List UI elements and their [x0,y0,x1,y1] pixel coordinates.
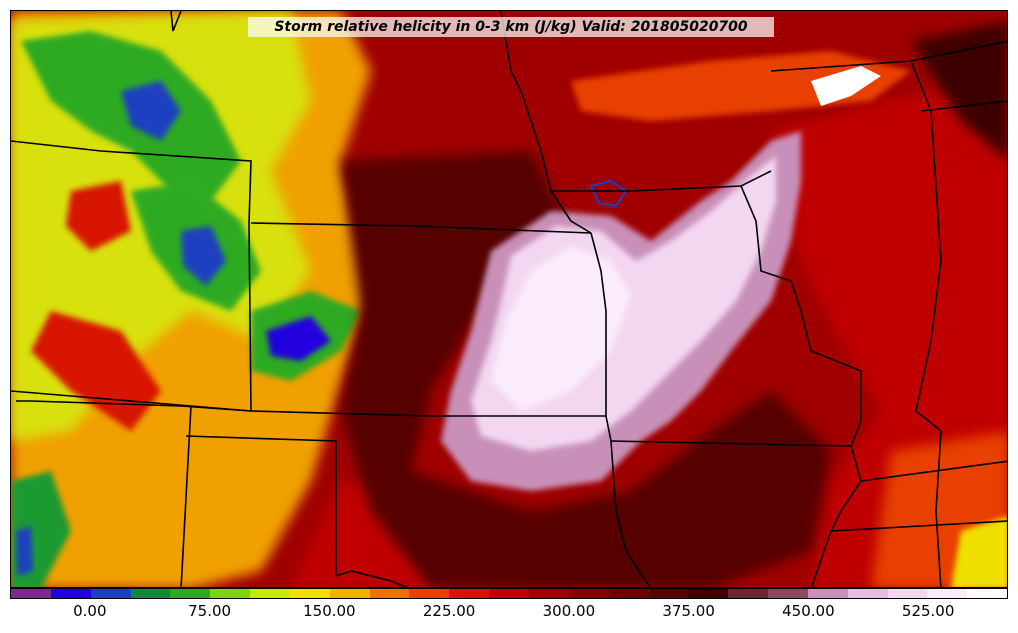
colorbar-tick-label: 525.00 [901,602,955,620]
colorbar-segment [807,589,848,598]
colorbar-segment [329,589,370,598]
colorbar-ticks: 0.00 75.00 150.00 225.00 300.00 375.00 450.00 5… [10,602,1008,624]
colorbar-segment [528,589,569,598]
colorbar-segment [648,589,689,598]
colorbar-segment [847,589,888,598]
colorbar-tick-label: 150.00 [303,602,356,620]
colorbar-segment [11,589,51,598]
colorbar-segment [409,589,450,598]
map-title: Storm relative helicity in 0-3 km (J/kg)… [274,19,748,35]
colorbar-segment [688,589,729,598]
colorbar-segment [170,589,211,598]
colorbar-segment [250,589,290,598]
helicity-contour-southeast-yellow [951,516,1007,587]
helicity-contour-blue-3 [266,316,331,361]
colorbar-segment [927,589,968,598]
colorbar-segment [210,589,251,598]
colorbar-segment [50,589,91,598]
helicity-contour-dark-band [341,151,831,587]
colorbar-tick-label: 75.00 [188,602,232,620]
colorbar-segment [728,589,769,598]
colorbar-tick-label: 225.00 [422,602,476,620]
helicity-contour-plume-core [491,246,631,411]
title-box: Storm relative helicity in 0-3 km (J/kg)… [248,17,774,37]
colorbar-segment [130,589,171,598]
helicity-contour-north-blue-edge [589,179,628,208]
state-boundaries [11,11,1007,587]
colorbar [10,588,1008,599]
colorbar-segment [90,589,131,598]
colorbar-segment [289,589,330,598]
colorbar-tick-label: 0.00 [73,602,107,620]
helicity-contour-north-white-patch [811,66,881,106]
colorbar-segment [369,589,410,598]
helicity-contour-red-ribbon-2 [66,181,131,251]
colorbar-tick-label: 450.00 [782,602,835,620]
map-panel: Storm relative helicity in 0-3 km (J/kg)… [10,10,1008,588]
colorbar-segment [449,589,490,598]
helicity-contour-blue-4 [16,526,33,576]
colorbar-tick-label: 375.00 [662,602,715,620]
colorbar-segment [608,589,649,598]
colorbar-segment [768,589,808,598]
colorbar-segment [967,589,1008,598]
colorbar-segment [489,589,529,598]
helicity-contour-blue-1 [121,81,181,141]
helicity-contour-blue-2 [181,226,226,286]
colorbar-tick-label: 300.00 [542,602,596,620]
helicity-map [11,11,1007,587]
colorbar-segment [568,589,609,598]
colorbar-segment [887,589,928,598]
